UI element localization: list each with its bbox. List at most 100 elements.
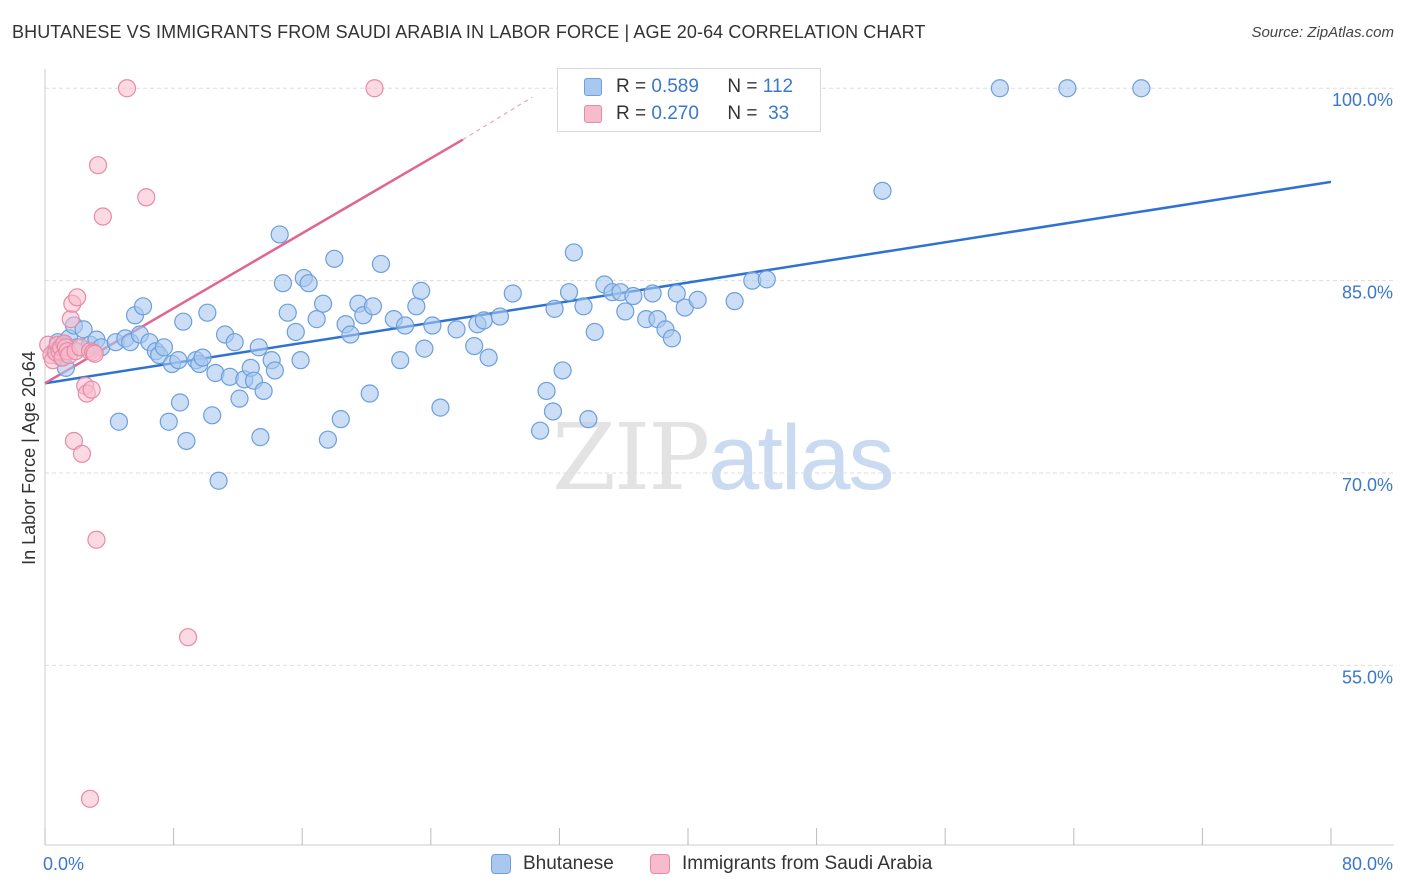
legend-swatch-pink bbox=[584, 105, 602, 123]
point-bhutanese bbox=[230, 389, 249, 408]
point-saudi bbox=[68, 288, 87, 307]
point-bhutanese bbox=[1132, 79, 1151, 98]
point-bhutanese bbox=[431, 398, 450, 417]
point-bhutanese bbox=[616, 302, 635, 321]
point-bhutanese bbox=[109, 412, 129, 431]
point-bhutanese bbox=[313, 294, 333, 313]
point-bhutanese bbox=[873, 181, 892, 200]
point-bhutanese bbox=[1058, 79, 1077, 98]
point-bhutanese bbox=[254, 381, 273, 401]
point-saudi bbox=[80, 789, 100, 808]
y-tick-label: 85.0% bbox=[1342, 283, 1393, 303]
y-tick-label: 70.0% bbox=[1342, 475, 1393, 495]
point-bhutanese bbox=[360, 384, 379, 403]
legend-r-label: R = bbox=[616, 103, 647, 124]
point-bhutanese bbox=[270, 225, 289, 244]
point-bhutanese bbox=[412, 281, 431, 300]
point-saudi bbox=[88, 156, 108, 175]
point-bhutanese bbox=[688, 290, 707, 309]
legend-n-value: 33 bbox=[768, 103, 790, 124]
point-saudi bbox=[137, 188, 156, 207]
point-bhutanese bbox=[273, 274, 293, 293]
point-bhutanese bbox=[209, 471, 228, 490]
axis-labels: 55.0% 70.0% 85.0% 100.0% 0.0% 80.0% In Labor F… bbox=[19, 90, 1393, 874]
point-bhutanese bbox=[331, 410, 350, 429]
point-bhutanese bbox=[585, 322, 604, 342]
point-bhutanese bbox=[341, 325, 360, 344]
point-bhutanese bbox=[395, 316, 415, 335]
point-bhutanese bbox=[371, 254, 391, 274]
point-bhutanese bbox=[363, 297, 383, 316]
point-bhutanese bbox=[318, 430, 338, 449]
point-bhutanese bbox=[251, 428, 270, 447]
point-bhutanese bbox=[564, 243, 583, 262]
point-bhutanese bbox=[423, 316, 442, 335]
source-label: Source: ZipAtlas.com bbox=[1251, 24, 1394, 41]
point-bhutanese bbox=[465, 336, 484, 356]
legend-swatch-blue bbox=[584, 78, 602, 96]
y-axis-title: In Labor Force | Age 20-64 bbox=[19, 351, 39, 565]
point-bhutanese bbox=[407, 297, 426, 316]
y-tick-label: 55.0% bbox=[1342, 667, 1393, 687]
x-tick-label: 0.0% bbox=[43, 854, 84, 874]
point-bhutanese bbox=[265, 361, 284, 380]
point-saudi bbox=[64, 431, 84, 451]
watermark-zip: ZIP bbox=[552, 404, 710, 511]
point-saudi bbox=[85, 344, 104, 363]
legend-r-value: 0.270 bbox=[651, 103, 699, 124]
point-bhutanese bbox=[307, 310, 326, 329]
chart-title: BHUTANESE VS IMMIGRANTS FROM SAUDI ARABI… bbox=[12, 22, 926, 42]
point-bhutanese bbox=[177, 431, 196, 451]
point-bhutanese bbox=[490, 307, 510, 326]
point-saudi bbox=[365, 79, 384, 98]
point-bhutanese bbox=[74, 320, 93, 339]
legend-n-value: 112 bbox=[762, 76, 794, 97]
legend: R = 0.589 N = 112 R = 0.270 N = 33 bbox=[557, 68, 821, 132]
point-bhutanese bbox=[757, 270, 776, 289]
point-bhutanese bbox=[447, 320, 466, 339]
point-bhutanese bbox=[531, 421, 550, 440]
trendline-bhutanese bbox=[44, 180, 1332, 385]
point-bhutanese bbox=[662, 329, 682, 348]
point-bhutanese bbox=[286, 322, 305, 342]
point-bhutanese bbox=[278, 303, 297, 322]
point-saudi bbox=[93, 207, 112, 226]
point-saudi bbox=[87, 530, 106, 549]
point-saudi bbox=[61, 310, 80, 329]
point-bhutanese bbox=[503, 284, 522, 303]
watermark-atlas: atlas bbox=[708, 407, 894, 509]
bottom-legend-swatch-blue bbox=[491, 854, 511, 874]
trendline-saudi-extension bbox=[462, 96, 533, 141]
point-bhutanese bbox=[174, 312, 193, 331]
point-bhutanese bbox=[643, 284, 662, 303]
point-bhutanese bbox=[624, 286, 643, 306]
point-bhutanese bbox=[667, 284, 686, 303]
point-saudi bbox=[72, 444, 92, 463]
point-bhutanese bbox=[169, 351, 188, 370]
point-bhutanese bbox=[159, 412, 178, 431]
point-bhutanese bbox=[543, 402, 563, 421]
point-saudi bbox=[117, 79, 137, 98]
point-bhutanese bbox=[479, 348, 498, 367]
axes bbox=[44, 69, 1394, 846]
point-bhutanese bbox=[574, 297, 593, 316]
point-bhutanese bbox=[325, 249, 344, 268]
watermark: ZIPatlas bbox=[552, 404, 895, 511]
point-saudi bbox=[178, 628, 198, 647]
legend-r-label: R = bbox=[616, 76, 647, 97]
legend-row-saudi: R = 0.270 N = 33 bbox=[584, 101, 789, 127]
point-bhutanese bbox=[291, 351, 310, 370]
point-bhutanese bbox=[198, 303, 217, 322]
point-bhutanese bbox=[249, 338, 268, 357]
point-bhutanese bbox=[133, 297, 153, 316]
point-bhutanese bbox=[545, 299, 564, 318]
legend-n-label: N = bbox=[727, 76, 758, 97]
bottom-legend-swatch-pink bbox=[650, 854, 670, 874]
legend-row-bhutanese: R = 0.589 N = 112 bbox=[584, 74, 793, 100]
bottom-legend-saudi: Immigrants from Saudi Arabia bbox=[650, 852, 932, 876]
legend-n-label: N = bbox=[727, 103, 758, 124]
x-tick-label: 80.0% bbox=[1342, 854, 1393, 874]
point-bhutanese bbox=[203, 406, 222, 425]
point-bhutanese bbox=[553, 361, 572, 380]
